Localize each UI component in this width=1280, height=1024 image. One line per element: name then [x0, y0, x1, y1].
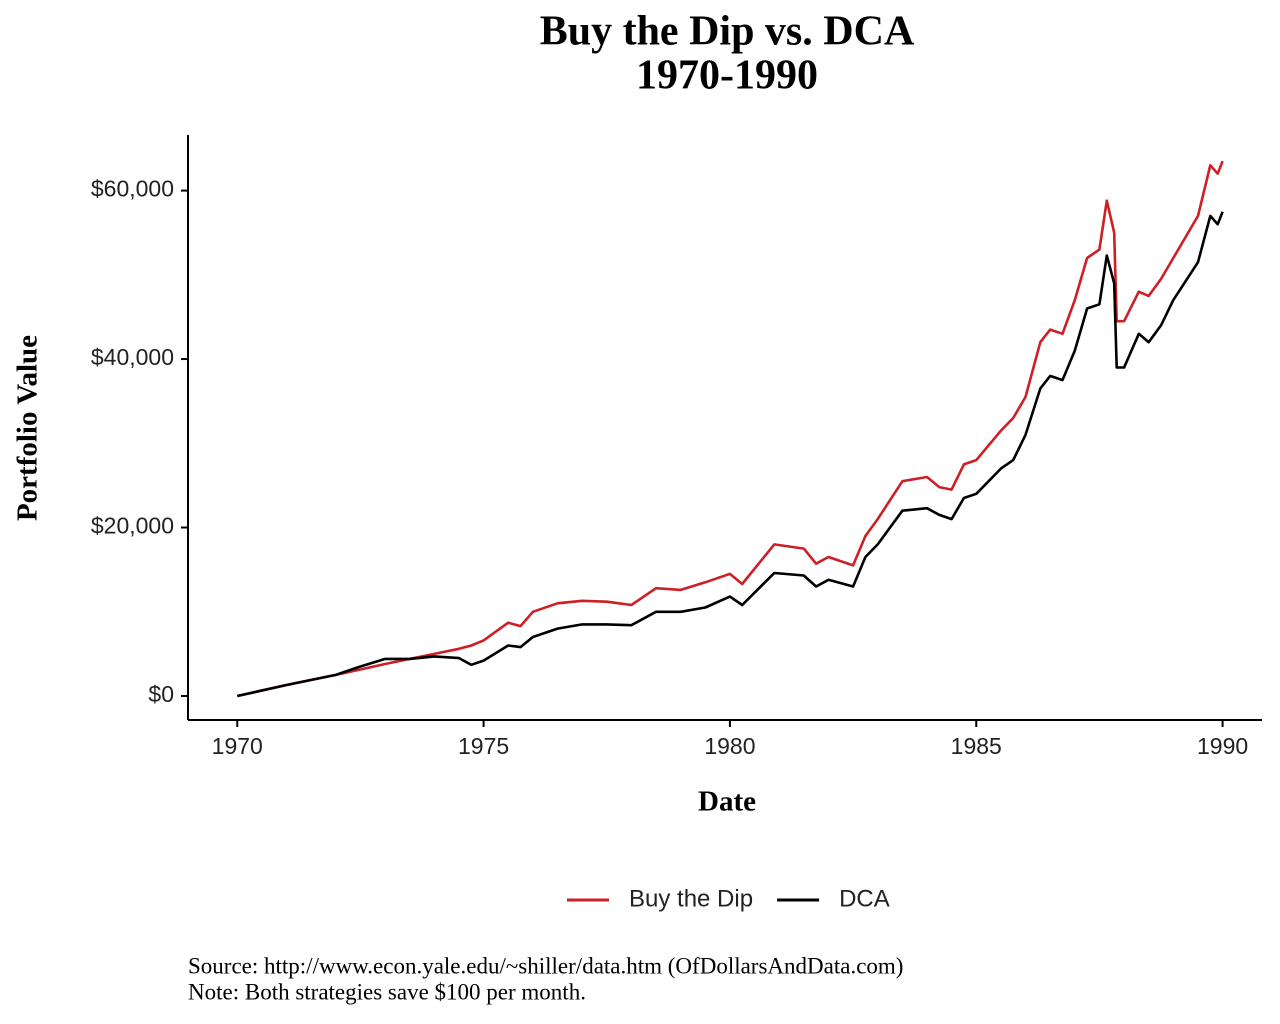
x-tick-label: 1975 — [458, 733, 509, 759]
x-tick-label: 1970 — [212, 733, 263, 759]
x-tick-label: 1990 — [1197, 733, 1248, 759]
legend-label: DCA — [839, 885, 890, 912]
chart-title: Buy the Dip vs. DCA — [540, 9, 915, 55]
x-axis-label: Date — [698, 786, 756, 818]
line-series — [237, 160, 1224, 698]
y-tick-label: $60,000 — [91, 176, 174, 202]
note: Note: Both strategies save $100 per mont… — [188, 979, 586, 1004]
y-axis-label: Portfolio Value — [12, 335, 44, 521]
x-tick-label: 1985 — [951, 733, 1002, 759]
line-series — [237, 211, 1224, 698]
x-tick-label: 1980 — [704, 733, 755, 759]
legend-label: Buy the Dip — [629, 885, 753, 912]
source-note: Source: http://www.econ.yale.edu/~shille… — [188, 953, 903, 978]
y-tick-label: $20,000 — [91, 513, 174, 539]
y-tick-label: $0 — [148, 681, 174, 707]
y-tick-label: $40,000 — [91, 344, 174, 370]
chart-subtitle: 1970-1990 — [636, 53, 818, 99]
